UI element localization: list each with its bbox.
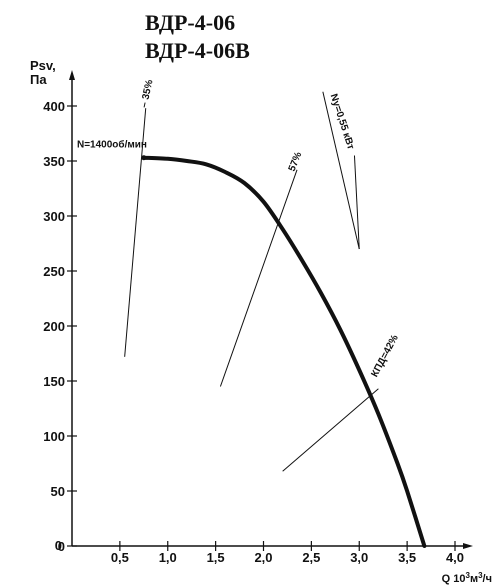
efficiency-lines: – 35% 57% КПД=42% Nу=0,55 кВт bbox=[124, 79, 401, 472]
y-tick-label: 100 bbox=[43, 429, 65, 444]
y-tick-label: 250 bbox=[43, 264, 65, 279]
x-tick-label: 1,0 bbox=[159, 550, 177, 565]
performance-curve bbox=[141, 155, 427, 548]
chart-title: ВДР-4-06 ВДР-4-06В bbox=[145, 10, 250, 63]
efficiency-line bbox=[219, 169, 298, 387]
y-axis-label: Psv,Па bbox=[30, 58, 56, 87]
x-tick-label: 2,0 bbox=[254, 550, 272, 565]
efficiency-line bbox=[353, 155, 360, 250]
x-tick-label: 2,5 bbox=[302, 550, 320, 565]
x-axis-arrow bbox=[463, 543, 473, 549]
speed-point bbox=[141, 155, 147, 161]
y-tick-label: 0 bbox=[58, 539, 65, 554]
x-tick-label: 3,0 bbox=[350, 550, 368, 565]
y-tick-label: 150 bbox=[43, 374, 65, 389]
x-axis-ticks: 0,5 1,0 1,5 2,0 2,5 3,0 3,5 4,0 0 bbox=[55, 538, 464, 565]
chart-title-line: ВДР-4-06В bbox=[145, 38, 250, 63]
efficiency-label: КПД=42% bbox=[369, 333, 400, 379]
x-tick-label: 4,0 bbox=[446, 550, 464, 565]
y-tick-label: 50 bbox=[51, 484, 65, 499]
efficiency-label: 57% bbox=[287, 150, 305, 173]
y-tick-label: 200 bbox=[43, 319, 65, 334]
x-tick-label: 0,5 bbox=[111, 550, 129, 565]
y-axis-label-line: Psv, bbox=[30, 58, 56, 73]
x-axis-label: Q 103м3/ч bbox=[442, 571, 492, 586]
efficiency-label: Nу=0,55 кВт bbox=[328, 93, 356, 152]
y-tick-label: 350 bbox=[43, 154, 65, 169]
power-line bbox=[322, 91, 360, 250]
x-axis-label-text: Q 103м3/ч bbox=[442, 571, 492, 586]
x-tick-label: 1,5 bbox=[207, 550, 225, 565]
y-tick-label: 300 bbox=[43, 209, 65, 224]
performance-curves: N=1400об/мин bbox=[77, 139, 427, 548]
efficiency-label: – 35% bbox=[139, 79, 156, 109]
y-axis-label-line: Па bbox=[30, 72, 47, 87]
x-tick-label: 3,5 bbox=[398, 550, 416, 565]
speed-label: N=1400об/мин bbox=[77, 139, 147, 151]
y-axis-ticks: 0 50 100 150 200 250 300 350 400 bbox=[43, 99, 77, 554]
efficiency-line bbox=[282, 388, 379, 472]
axes bbox=[69, 70, 473, 549]
y-tick-label: 400 bbox=[43, 99, 65, 114]
x-origin-label: 0 bbox=[55, 538, 62, 553]
y-axis-arrow bbox=[69, 70, 75, 80]
chart-title-line: ВДР-4-06 bbox=[145, 10, 235, 35]
efficiency-line bbox=[124, 108, 147, 357]
